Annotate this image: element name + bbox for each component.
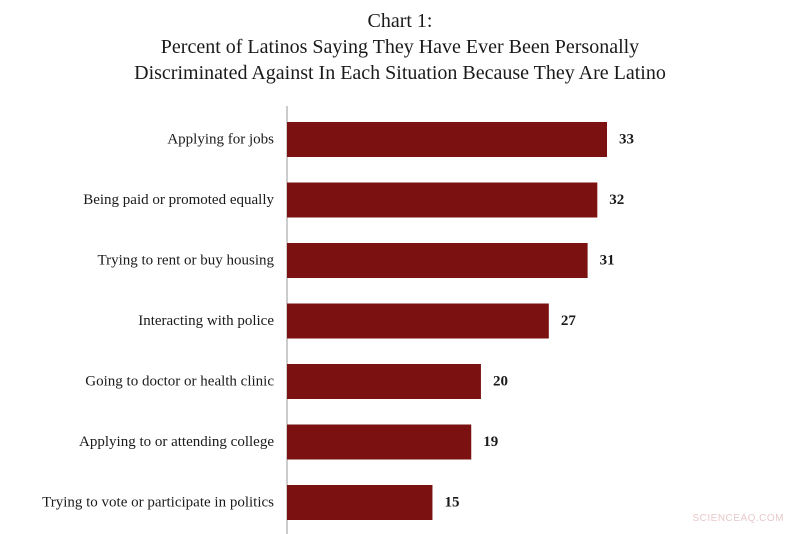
bar	[287, 364, 481, 399]
chart-title-line-2: Percent of Latinos Saying They Have Ever…	[160, 36, 640, 58]
category-label: Trying to rent or buy housing	[97, 253, 274, 269]
value-label: 27	[561, 313, 577, 329]
bar	[287, 182, 598, 218]
bar	[287, 424, 472, 460]
chart-title-line-3: Discriminated Against In Each Situation …	[134, 62, 666, 84]
chart-title-line-1: Chart 1:	[367, 10, 433, 32]
watermark-text: SCIENCEAQ.COM	[692, 513, 784, 524]
bar	[287, 243, 588, 278]
value-label: 33	[619, 132, 634, 148]
category-label: Going to doctor or health clinic	[85, 374, 274, 390]
bar-series: Applying for jobs 33 Being paid or promote…	[42, 122, 634, 520]
category-label: Applying for jobs	[167, 132, 274, 148]
value-label: 20	[493, 374, 508, 390]
bar	[287, 485, 433, 520]
bar	[287, 122, 607, 157]
chart-title: Chart 1: Percent of Latinos Saying They …	[0, 8, 800, 86]
value-label: 32	[609, 192, 624, 208]
category-label: Interacting with police	[138, 313, 274, 329]
category-label: Applying to or attending college	[79, 434, 274, 450]
bar	[287, 303, 549, 339]
category-label: Being paid or promoted equally	[83, 192, 274, 208]
value-label: 31	[600, 253, 615, 269]
category-label: Trying to vote or participate in politic…	[42, 495, 274, 511]
value-label: 15	[444, 495, 459, 511]
value-label: 19	[483, 434, 498, 450]
